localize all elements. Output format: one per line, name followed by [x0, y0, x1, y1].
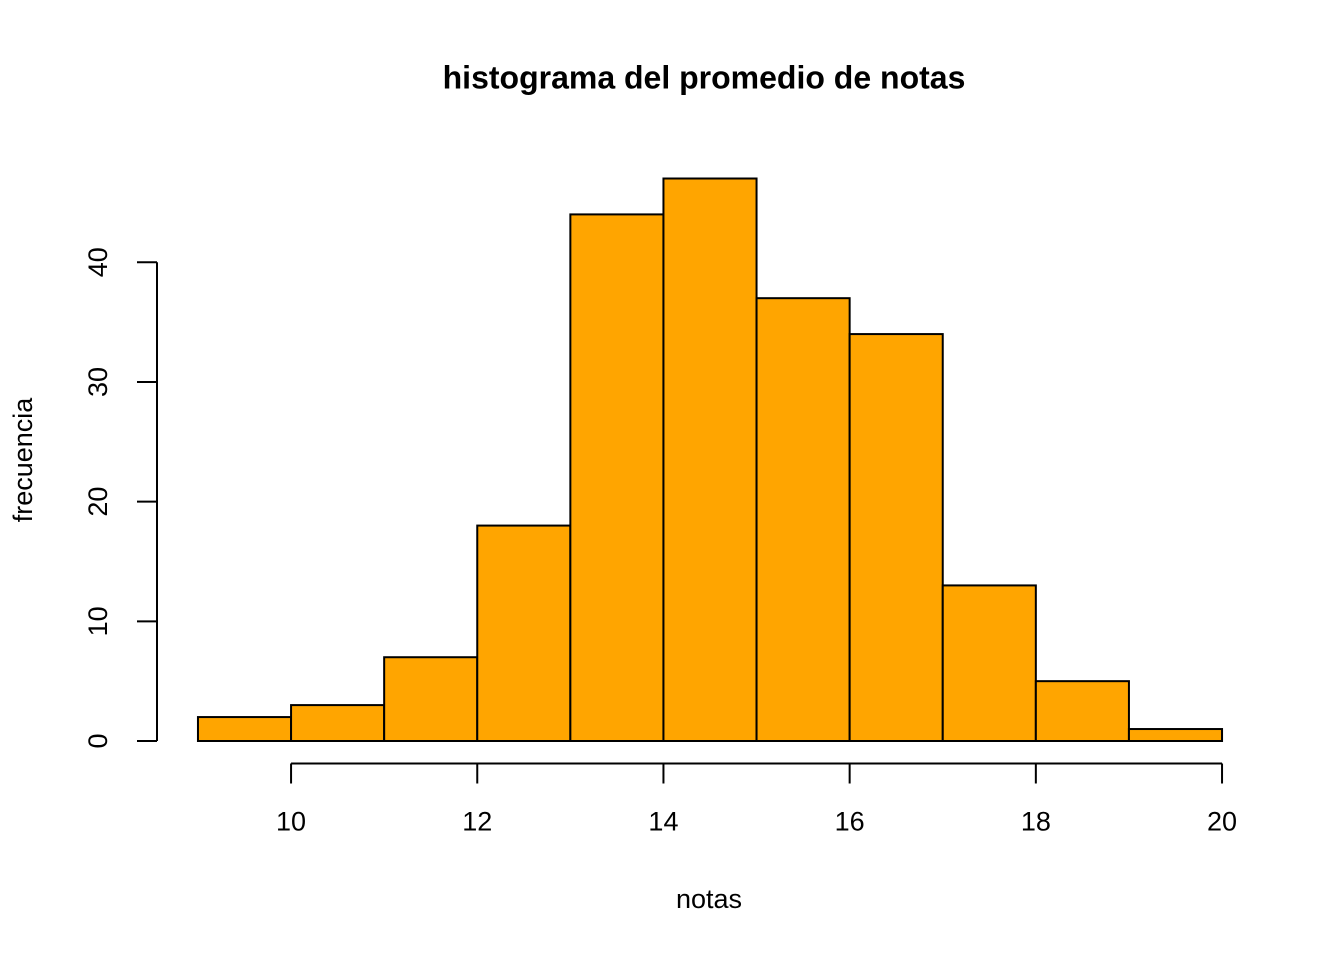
x-tick-label: 18: [1021, 807, 1051, 837]
x-tick-label: 10: [276, 807, 306, 837]
y-tick-label: 30: [83, 367, 113, 397]
bar: [290, 704, 386, 743]
y-axis-label: frecuencia: [8, 397, 38, 523]
bar: [569, 213, 665, 743]
bar: [1034, 680, 1130, 742]
chart-title: histograma del promedio de notas: [443, 59, 966, 95]
y-tick-label: 10: [83, 606, 113, 636]
x-tick-label: 14: [648, 807, 678, 837]
x-tick-label: 12: [462, 807, 492, 837]
bar: [383, 656, 479, 742]
x-tick-label: 16: [835, 807, 865, 837]
y-tick-label: 0: [83, 733, 113, 748]
bar: [941, 584, 1037, 743]
bar: [1127, 728, 1224, 743]
x-tick-label: 20: [1207, 807, 1237, 837]
y-tick-label: 20: [83, 487, 113, 517]
y-tick-label: 40: [83, 247, 113, 277]
x-axis-label: notas: [676, 884, 742, 914]
bar: [476, 524, 572, 742]
bar: [755, 297, 851, 742]
bar: [196, 716, 293, 743]
bar: [662, 177, 758, 742]
bar: [848, 333, 944, 742]
